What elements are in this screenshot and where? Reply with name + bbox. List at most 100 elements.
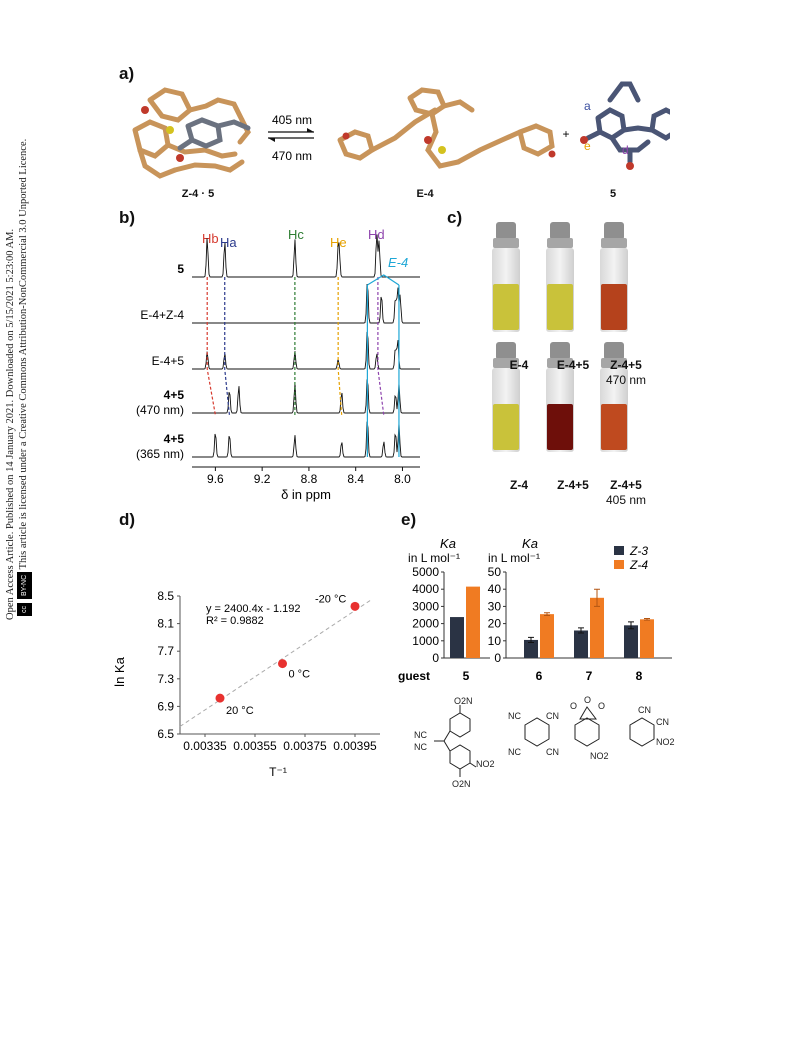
e-right-tick-label: 40 <box>488 582 502 596</box>
nmr-trace <box>192 421 420 458</box>
nmr-x-tick-label: 8.0 <box>394 472 411 486</box>
e-left-tick-label: 0 <box>432 651 439 665</box>
caption-z4-5: Z-4 · 5 <box>181 188 215 200</box>
d-xlabel: T⁻¹ <box>269 765 287 779</box>
s6-nc-1: NC <box>508 711 521 721</box>
peak-label-hb: Hb <box>202 231 219 246</box>
d-y-tick-label: 6.5 <box>157 727 174 741</box>
nmr-e4-guide <box>366 274 400 457</box>
e-bar <box>466 586 480 658</box>
d-data-point <box>215 693 225 703</box>
e-bar <box>524 639 538 658</box>
trace-label-5: 5 <box>177 262 184 276</box>
panel-b-label: b) <box>119 208 136 227</box>
e-bar <box>590 597 604 658</box>
legend-swatch-z3 <box>614 546 624 555</box>
vial-label-z4-5-b: Z-4+5 <box>557 478 589 492</box>
d-equation: y = 2400.4x - 1.192 <box>206 603 300 615</box>
e-ka-right-unit: in L mol⁻¹ <box>488 551 540 565</box>
guest-label: 6 <box>536 669 543 683</box>
e-error-bar <box>578 627 584 634</box>
nmr-x-tick-label: 9.6 <box>207 472 224 486</box>
e-right-tick-label: 20 <box>488 617 502 631</box>
guest-5-in-complex <box>177 117 251 151</box>
peak-label-hd: Hd <box>368 227 385 242</box>
s5-nc-2: NC <box>414 742 427 752</box>
e-left-tick-label: 4000 <box>412 582 439 596</box>
vial <box>492 222 520 332</box>
e-error-bar <box>544 612 550 617</box>
s6-nc-2: NC <box>508 747 521 757</box>
d-point-label: 20 °C <box>226 705 254 717</box>
s5-o2n-top: O2N <box>454 696 473 706</box>
e-error-bar <box>594 588 600 607</box>
nmr-trace <box>192 379 420 414</box>
structure-8-ring <box>629 717 655 747</box>
peak-label-he: He <box>330 235 347 250</box>
license-line-2: cc BY-NC This article is licensed under a… <box>17 100 32 620</box>
d-ylabel: ln Ka <box>112 656 127 686</box>
peak-label-ha: Ha <box>220 235 237 250</box>
legend-label-z3: Z-3 <box>629 544 648 558</box>
guest-label: 8 <box>636 669 643 683</box>
nmr-spectra: Hb Ha Hc He Hd E-4 5 E-4+Z-4 E-4+5 4+5 (… <box>136 227 420 502</box>
vial-label-e4-5: E-4+5 <box>556 358 590 372</box>
vial-label-z4-5-c: Z-4+5 <box>610 478 642 492</box>
e-right-tick-label: 10 <box>488 634 502 648</box>
d-x-tick-label: 0.00375 <box>283 739 327 753</box>
e-ka-right: Ka <box>522 536 538 551</box>
e-bar <box>450 617 464 658</box>
vial <box>600 342 628 452</box>
peak-label-e4: E-4 <box>388 255 408 270</box>
plus-sign: + <box>562 127 569 141</box>
d-x-tick-label: 0.00355 <box>233 739 277 753</box>
cc-by-nc-badge: BY-NC <box>17 571 32 599</box>
oxygen-atom <box>141 106 149 114</box>
nmr-guide-line <box>224 277 231 416</box>
structure-5-ring <box>449 744 471 770</box>
trace-label-e4-5: E-4+5 <box>152 354 185 368</box>
guest-structures: O2N NC NC NO2 O2N NC CN NC CN O O O NO2 … <box>414 695 675 789</box>
nmr-x-tick-label: 8.4 <box>347 472 364 486</box>
d-r2: R² = 0.9882 <box>206 615 264 627</box>
nmr-trace <box>192 234 420 278</box>
s5-o2n-bottom: O2N <box>452 779 471 789</box>
vial-label-z4-5-a: Z-4+5 <box>610 358 642 372</box>
license-text: This article is licensed under a Creativ… <box>18 138 29 570</box>
panel-d-label: d) <box>119 510 136 529</box>
vial <box>600 222 628 332</box>
nmr-guide-line <box>206 277 216 416</box>
legend-swatch-z4 <box>614 560 624 569</box>
cc-logo: cc <box>17 603 32 616</box>
guest-label: 7 <box>586 669 593 683</box>
vial <box>546 342 574 452</box>
vial-label-z4: Z-4 <box>510 478 528 492</box>
e-ka-left: Ka <box>440 536 456 551</box>
panel-c-label: c) <box>447 208 463 227</box>
s7-o-2: O <box>584 695 591 705</box>
nmr-guide-line <box>377 277 385 416</box>
guest-axis-label: guest <box>398 669 430 683</box>
s7-no2: NO2 <box>590 751 609 761</box>
s8-cn-2: CN <box>656 717 669 727</box>
trace-label-365nm: (365 nm) <box>136 447 184 461</box>
panel-a-structures: 405 nm 470 nm + a b c d e <box>132 81 670 179</box>
atom-label-a: a <box>584 99 591 113</box>
s5-nc-1: NC <box>414 730 427 740</box>
e-error-bar <box>644 617 650 621</box>
nmr-x-tick-label: 9.2 <box>254 472 271 486</box>
s7-o-1: O <box>570 701 577 711</box>
e-right-tick-label: 30 <box>488 599 502 613</box>
vial-photos <box>492 222 628 452</box>
vial-label-405: 405 nm <box>605 493 647 507</box>
e-ka-left-unit: in L mol⁻¹ <box>408 551 460 565</box>
e-right-tick-label: 50 <box>488 565 502 579</box>
complex-z4-5-model <box>132 87 251 179</box>
nmr-traces <box>192 234 420 458</box>
s6-cn-1: CN <box>546 711 559 721</box>
structure-6-ring <box>524 717 550 747</box>
structure-5-ring <box>449 712 471 738</box>
e-left-tick-label: 1000 <box>412 634 439 648</box>
trace-label-4-5-b: 4+5 <box>164 432 185 446</box>
trace-label-470nm: (470 nm) <box>136 403 184 417</box>
